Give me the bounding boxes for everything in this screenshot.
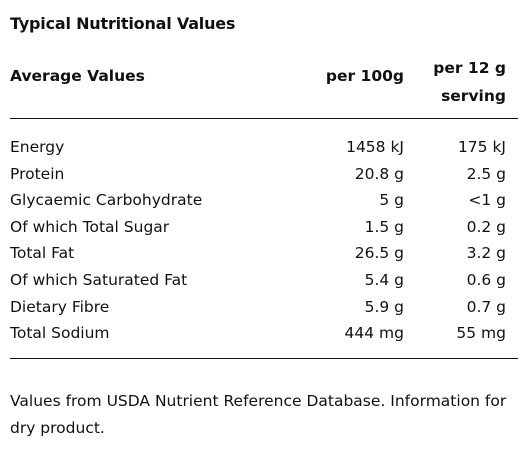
- value-per-serving: 55 mg: [456, 324, 506, 343]
- header-average-values: Average Values: [10, 67, 145, 85]
- nutrient-name: Glycaemic Carbohydrate: [10, 191, 203, 210]
- nutrient-name: Total Sodium: [10, 324, 110, 343]
- value-per-100g: 444 mg: [344, 324, 404, 343]
- header-per-100g: per 100g: [325, 67, 404, 85]
- value-per-serving: 0.6 g: [466, 270, 506, 289]
- table-row-saturated-fat: Of which Saturated Fat 5.4 g 0.6 g: [10, 267, 518, 294]
- header-per-serving-line2: serving: [441, 87, 506, 105]
- value-per-100g: 5.9 g: [364, 297, 404, 316]
- nutrient-name: Energy: [10, 138, 65, 156]
- value-per-serving: 0.7 g: [466, 297, 506, 316]
- footnote: Values from USDA Nutrient Reference Data…: [10, 392, 507, 437]
- nutrient-name: Of which Total Sugar: [10, 217, 170, 236]
- header-per-serving-line1: per 12 g: [433, 59, 506, 77]
- value-per-100g: 1458 kJ: [346, 138, 404, 156]
- table-row-dietary-fibre: Dietary Fibre 5.9 g 0.7 g: [10, 294, 518, 321]
- divider-top: [10, 118, 518, 119]
- value-per-100g: 5 g: [379, 191, 404, 210]
- value-per-100g: 20.8 g: [354, 164, 404, 183]
- value-per-100g: 1.5 g: [364, 217, 404, 236]
- value-per-serving: 175 kJ: [457, 138, 506, 156]
- table-row-total-sodium: Total Sodium 444 mg 55 mg: [10, 320, 518, 347]
- value-per-100g: 26.5 g: [354, 244, 404, 263]
- value-per-serving: 2.5 g: [466, 164, 506, 183]
- table-row-total-sugar: Of which Total Sugar 1.5 g 0.2 g: [10, 214, 518, 241]
- nutrient-name: Dietary Fibre: [10, 297, 110, 316]
- table-title: Typical Nutritional Values: [10, 14, 236, 33]
- nutrient-name: Total Fat: [10, 244, 75, 263]
- header-per-serving: per 12 g serving: [433, 54, 506, 110]
- divider-bottom: [10, 358, 518, 359]
- value-per-100g: 5.4 g: [364, 270, 404, 289]
- value-per-serving: <1 g: [468, 191, 506, 210]
- table-row-energy: Energy 1458 kJ 175 kJ: [10, 134, 518, 161]
- value-per-serving: 3.2 g: [466, 244, 506, 263]
- table-row-protein: Protein 20.8 g 2.5 g: [10, 161, 518, 188]
- nutrient-name: Protein: [10, 164, 65, 183]
- nutrient-rows: Energy 1458 kJ 175 kJ Protein 20.8 g 2.5…: [10, 134, 518, 347]
- table-row-glycaemic-carbohydrate: Glycaemic Carbohydrate 5 g <1 g: [10, 187, 518, 214]
- table-row-total-fat: Total Fat 26.5 g 3.2 g: [10, 240, 518, 267]
- value-per-serving: 0.2 g: [466, 217, 506, 236]
- nutrient-name: Of which Saturated Fat: [10, 270, 188, 289]
